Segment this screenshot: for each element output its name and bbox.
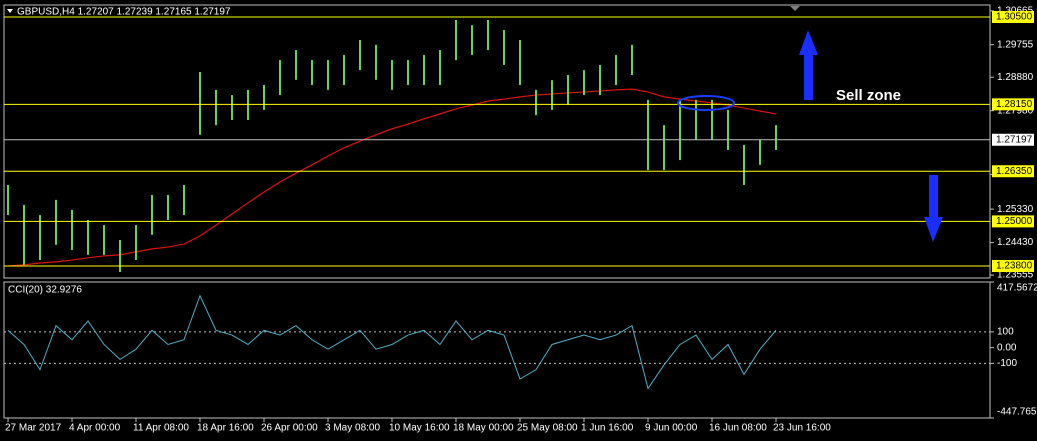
price-panel	[3, 4, 991, 279]
level-label-bg	[992, 259, 1034, 272]
level-label: 1.30500	[996, 12, 1033, 23]
chart-title: GBPUSD,H4 1.27207 1.27239 1.27165 1.2719…	[17, 7, 231, 18]
level-label: 1.23800	[996, 261, 1033, 272]
highlight-ellipse	[677, 95, 735, 111]
x-tick-label: 26 Apr 00:00	[261, 423, 318, 434]
x-tick-label: 18 Apr 16:00	[197, 423, 254, 434]
annotations: Sell zone	[677, 30, 943, 242]
level-label: 1.26350	[996, 166, 1033, 177]
indicator-tick-label: 0.00	[997, 342, 1017, 353]
level-label-bg	[992, 11, 1034, 24]
level-label-bg	[992, 165, 1034, 178]
x-tick-label: 16 Jun 08:00	[709, 423, 767, 434]
indicator-tick-label: 417.5672	[997, 283, 1037, 294]
up-arrow-head	[799, 30, 818, 55]
y-tick-label: 1.25330	[997, 204, 1034, 215]
x-tick-label: 27 Mar 2017	[5, 423, 62, 434]
x-tick-label: 4 Apr 00:00	[69, 423, 121, 434]
x-tick-label: 25 May 08:00	[517, 423, 578, 434]
x-tick-label: 9 Jun 00:00	[645, 423, 698, 434]
y-tick-label: 1.28880	[997, 72, 1034, 83]
level-label: 1.25000	[996, 216, 1033, 227]
shift-marker	[790, 6, 800, 11]
down-arrow-shaft	[929, 175, 938, 220]
up-arrow-shaft	[804, 52, 813, 100]
menu-triangle[interactable]	[7, 9, 13, 13]
y-tick-label: 1.29755	[997, 39, 1034, 50]
x-tick-label: 3 May 08:00	[325, 423, 380, 434]
y-tick-label: 1.27980	[997, 105, 1034, 116]
indicator-title: CCI(20) 32.9276	[8, 285, 82, 296]
indicator-tick-label: -447.7658	[997, 407, 1037, 418]
x-tick-label: 23 Jun 16:00	[773, 423, 831, 434]
marks: 1.306651.297551.288801.279801.262651.253…	[4, 6, 1037, 434]
indicator-tick-label: 100	[997, 327, 1014, 338]
x-tick-label: 1 Jun 16:00	[581, 423, 634, 434]
annotation: Sell zone	[836, 87, 901, 104]
level-label-bg	[992, 98, 1034, 111]
down-arrow-head	[924, 217, 943, 242]
cci-line	[7, 294, 777, 390]
x-tick-label: 10 May 16:00	[389, 423, 450, 434]
indicator-tick-label: -100	[997, 358, 1017, 369]
level-label-bg	[992, 215, 1034, 228]
x-tick-label: 18 May 00:00	[453, 423, 514, 434]
current-price-label: 1.27197	[996, 134, 1033, 145]
moving-average	[7, 88, 777, 267]
current-price-bg	[992, 133, 1034, 146]
x-tick-label: 11 Apr 08:00	[133, 423, 189, 434]
y-tick-label: 1.24430	[997, 237, 1034, 248]
y-tick-label: 1.23555	[997, 270, 1034, 281]
indicator-panel	[3, 281, 991, 419]
level-label: 1.28150	[996, 99, 1033, 110]
